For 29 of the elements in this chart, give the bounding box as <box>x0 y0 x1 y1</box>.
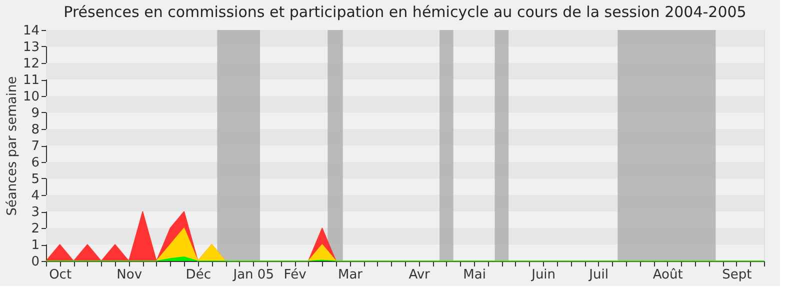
y-tick-label: 5 <box>31 172 40 187</box>
y-tick-label: 12 <box>22 56 40 72</box>
x-tick-label: Sept <box>722 268 752 282</box>
y-tick-label: 2 <box>31 222 40 236</box>
y-tick-label: 3 <box>31 205 40 220</box>
x-tick-label: Nov <box>116 268 142 282</box>
x-tick-label: Juil <box>588 268 608 282</box>
x-tick-label: Déc <box>186 268 211 282</box>
x-tick-label: Fév <box>284 268 307 282</box>
y-axis-title: Séances par semaine <box>4 76 20 216</box>
y-tick-label: 9 <box>31 106 40 121</box>
y-tick-label: 4 <box>31 188 40 204</box>
y-tick-label: 0 <box>31 254 40 270</box>
x-tick-label: Jan 05 <box>232 268 274 282</box>
y-tick-label: 8 <box>31 122 40 138</box>
x-tick-label: Mai <box>463 268 486 282</box>
y-tick-label: 6 <box>31 156 40 170</box>
x-tick-label: Avr <box>408 268 431 282</box>
chart-title: Présences en commissions et participation en hémicycle au cours de la session 2004-2005 <box>64 3 746 21</box>
x-tick-label: Août <box>652 268 683 282</box>
y-tick-label: 7 <box>31 139 40 154</box>
y-tick-label: 14 <box>22 24 40 38</box>
y-tick-label: 13 <box>22 40 40 55</box>
y-tick-label: 1 <box>31 238 40 253</box>
y-tick-label: 11 <box>22 73 40 88</box>
x-tick-label: Juin <box>530 268 556 282</box>
y-tick-label: 10 <box>22 90 40 104</box>
x-tick-label: Mar <box>338 268 364 282</box>
x-tick-label: Oct <box>49 268 72 282</box>
